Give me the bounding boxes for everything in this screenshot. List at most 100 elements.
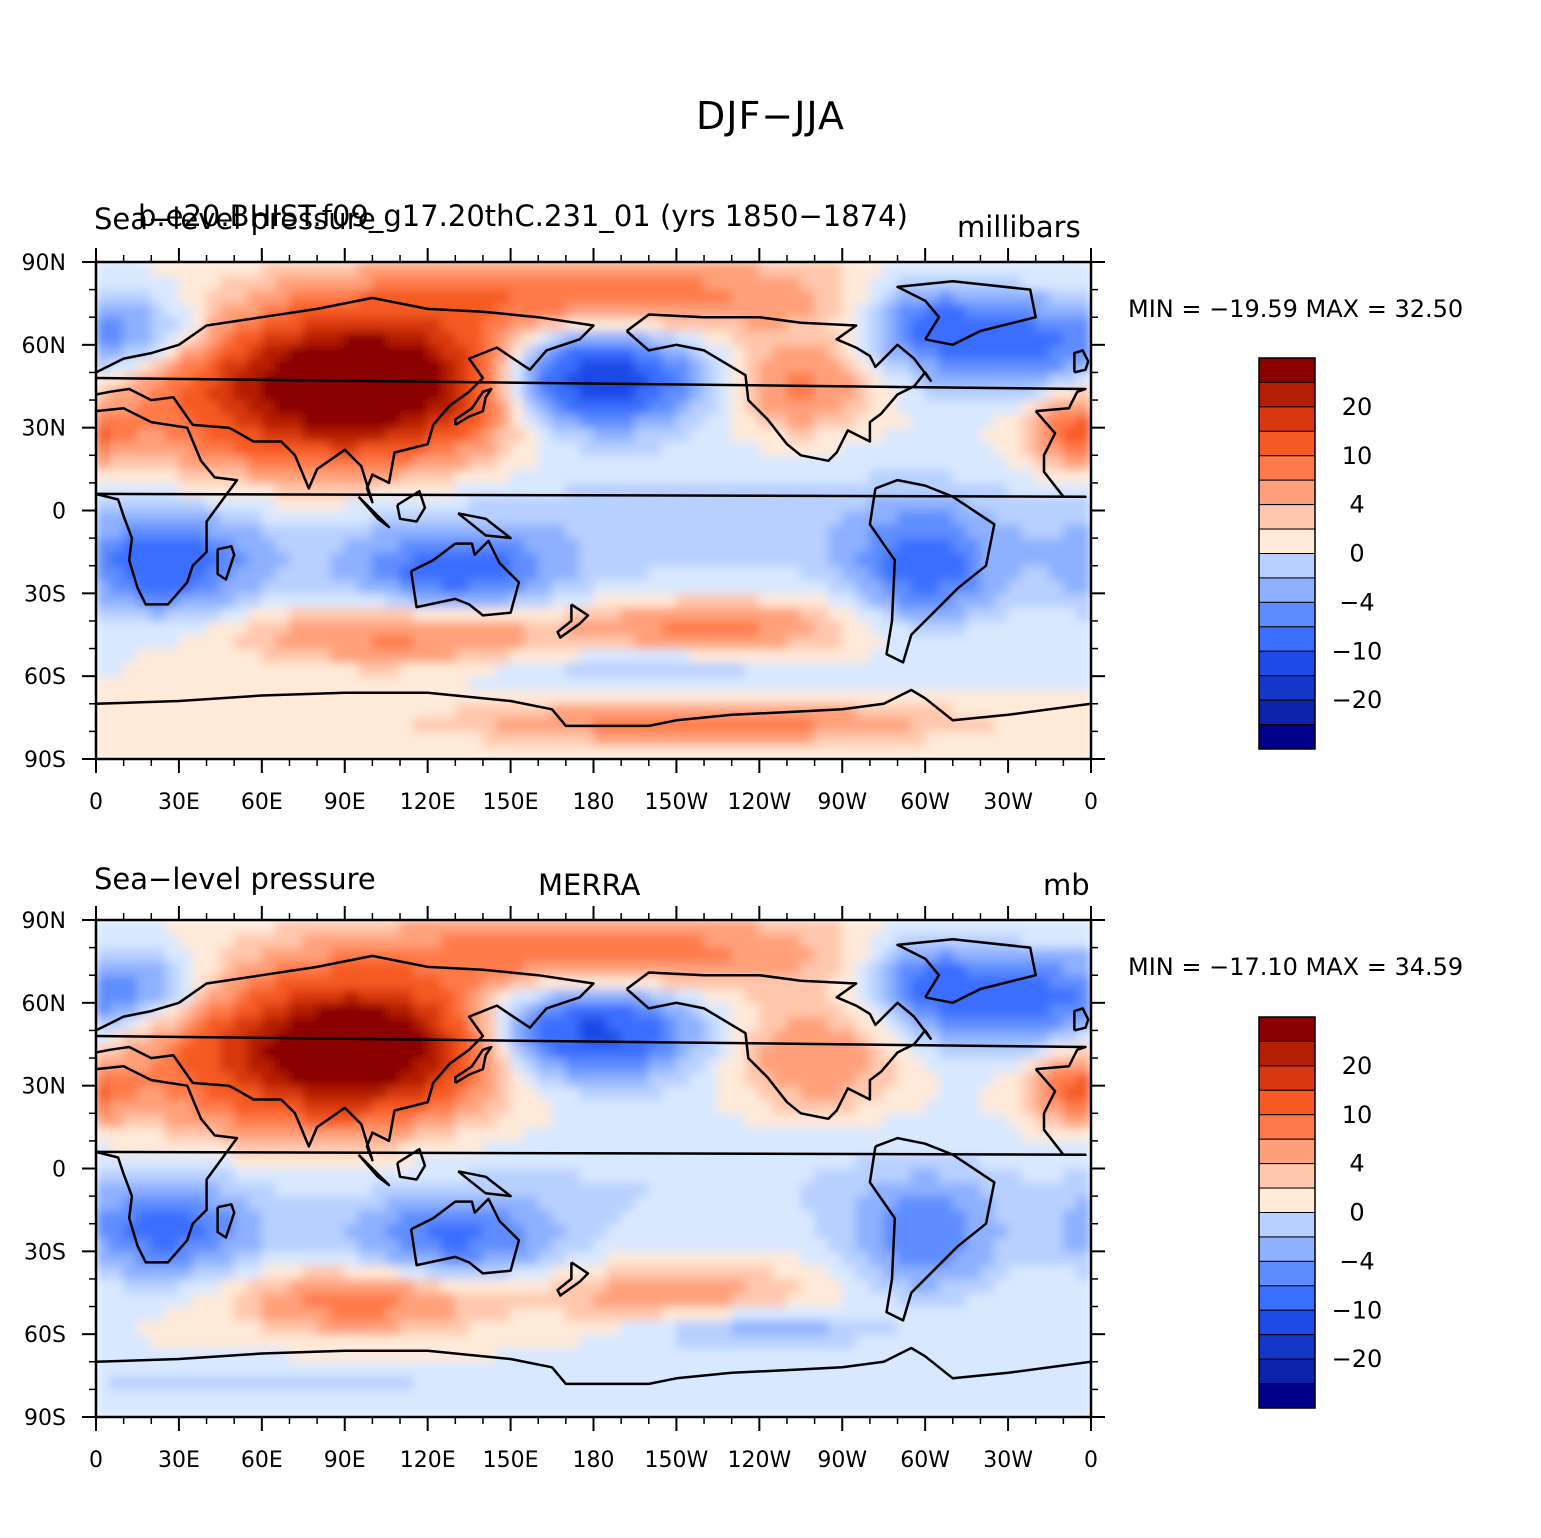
field-cell	[454, 947, 470, 962]
field-cell	[703, 358, 719, 373]
field-cell	[855, 1195, 871, 1211]
field-cell	[786, 371, 802, 387]
field-cell	[565, 1016, 581, 1031]
field-cell	[261, 565, 277, 581]
field-cell	[979, 648, 995, 663]
field-cell	[385, 275, 401, 291]
field-cell	[358, 947, 373, 962]
field-cell	[855, 1029, 871, 1045]
field-cell	[717, 482, 733, 498]
field-cell	[537, 482, 553, 498]
field-cell	[910, 1250, 926, 1266]
field-cell	[952, 1278, 968, 1294]
field-cell	[634, 744, 650, 759]
field-cell	[786, 661, 802, 677]
field-cell	[827, 1209, 843, 1225]
field-cell	[634, 565, 650, 581]
field-cell	[413, 1388, 429, 1404]
field-cell	[869, 413, 885, 429]
field-cell	[219, 523, 235, 539]
field-cell	[496, 620, 512, 636]
field-cell	[966, 289, 981, 304]
field-cell	[703, 1375, 719, 1390]
field-cell	[966, 1126, 981, 1142]
field-cell	[1035, 262, 1051, 277]
field-cell	[261, 1306, 277, 1321]
field-cell	[1021, 440, 1037, 456]
field-cell	[1035, 344, 1051, 360]
field-cell	[800, 1140, 816, 1156]
field-cell	[910, 1375, 926, 1390]
field-cell	[675, 606, 691, 622]
field-cell	[731, 689, 747, 705]
field-cell	[261, 1264, 277, 1280]
field-cell	[579, 1402, 594, 1417]
field-cell	[192, 1292, 208, 1308]
field-cell	[288, 1126, 304, 1142]
field-cell	[206, 344, 221, 360]
field-cell	[758, 974, 774, 990]
field-cell	[966, 496, 981, 511]
field-cell	[772, 1264, 788, 1280]
field-cell	[606, 592, 622, 608]
field-cell	[261, 1319, 277, 1335]
field-cell	[758, 920, 774, 935]
field-cell	[413, 413, 429, 429]
field-cell	[648, 988, 664, 1004]
field-cell	[827, 427, 843, 442]
field-cell	[689, 1319, 705, 1335]
field-cell	[758, 1306, 774, 1321]
field-cell	[454, 289, 470, 304]
field-cell	[634, 974, 650, 990]
field-cell	[841, 413, 857, 429]
field-cell	[938, 344, 954, 360]
field-cell	[841, 344, 857, 360]
field-cell	[192, 592, 208, 608]
field-cell	[164, 960, 180, 976]
field-cell	[993, 1250, 1009, 1266]
field-cell	[192, 933, 208, 949]
field-cell	[399, 933, 415, 949]
field-cell	[288, 510, 304, 525]
field-cell	[510, 1154, 525, 1169]
field-cell	[330, 974, 346, 990]
field-cell	[731, 1319, 747, 1335]
field-cell	[164, 717, 180, 732]
field-cell	[233, 592, 249, 608]
field-cell	[689, 371, 705, 387]
field-cell	[468, 551, 484, 567]
field-cell	[745, 1361, 760, 1377]
field-cell	[689, 1181, 705, 1197]
field-cell	[109, 1126, 125, 1142]
field-cell	[1062, 537, 1078, 553]
field-cell	[565, 482, 581, 498]
field-cell	[827, 1016, 843, 1031]
field-cell	[399, 1071, 415, 1087]
field-cell	[468, 1264, 484, 1280]
field-cell	[966, 1223, 981, 1239]
field-cell	[1007, 440, 1023, 456]
field-cell	[358, 634, 373, 650]
field-cell	[247, 1016, 263, 1031]
field-cell	[1062, 551, 1078, 567]
field-cell	[399, 358, 415, 373]
field-cell	[482, 1347, 498, 1363]
field-cell	[427, 1264, 442, 1280]
field-cell	[579, 933, 594, 949]
field-cell	[136, 1402, 152, 1417]
field-cell	[786, 1306, 802, 1321]
field-cell	[150, 316, 166, 332]
field-cell	[620, 344, 636, 360]
field-cell	[551, 1168, 567, 1183]
field-cell	[593, 1209, 608, 1225]
field-cell	[938, 1126, 954, 1142]
field-cell	[827, 275, 843, 291]
field-cell	[440, 1168, 456, 1183]
field-cell	[952, 988, 968, 1004]
field-cell	[399, 1388, 415, 1404]
field-cell	[758, 1043, 774, 1059]
field-cell	[579, 579, 594, 594]
field-cell	[606, 537, 622, 553]
field-cell	[565, 537, 581, 553]
field-cell	[689, 744, 705, 759]
